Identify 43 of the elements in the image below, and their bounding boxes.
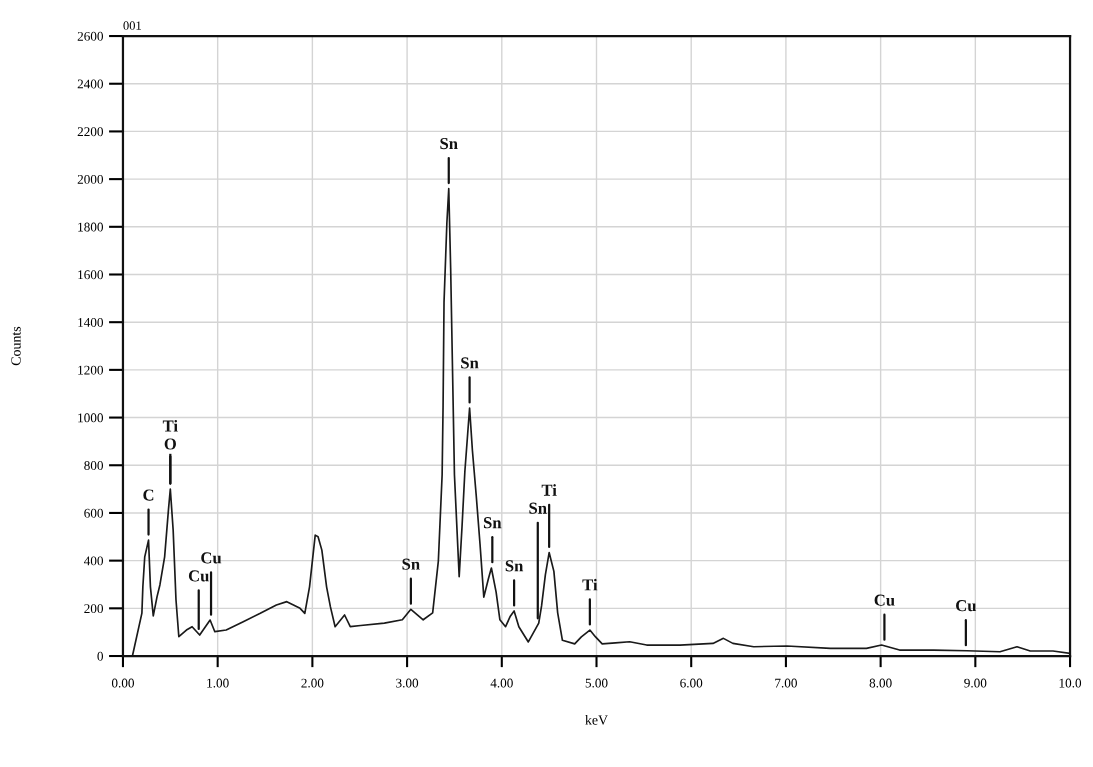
y-tick-label: 1000 (78, 413, 104, 423)
x-tick-label: 4.00 (490, 678, 513, 688)
x-tick-label: 0.00 (111, 678, 134, 688)
annotation: Sn (529, 502, 547, 514)
y-tick-label: 200 (84, 604, 104, 614)
y-tick-label: 2400 (77, 79, 104, 89)
y-tick-label: 1200 (78, 365, 104, 375)
y-tick-label: 2200 (77, 127, 104, 137)
y-tick-label: 400 (83, 556, 104, 566)
annotation: Cu (201, 552, 222, 564)
x-axis-title: keV (585, 714, 608, 725)
annotation: Sn (505, 560, 524, 572)
y-tick-label: 1400 (78, 317, 104, 327)
y-tick-label: 2600 (77, 31, 104, 41)
annotation: Sn (402, 558, 420, 570)
x-tick-label: 6.00 (680, 678, 703, 688)
y-tick-label: 800 (84, 461, 104, 470)
x-tick-label: 9.00 (964, 678, 987, 688)
annotation: Ti (541, 484, 557, 496)
x-tick-label: 2.00 (301, 678, 324, 688)
annotation: Sn (440, 137, 458, 150)
y-tick-label: 2000 (77, 174, 104, 184)
annotation: Cu (874, 594, 895, 606)
x-tick-label: 10.0 (1059, 678, 1082, 688)
x-tick-label: 8.00 (869, 678, 892, 688)
annotation: Ti (582, 578, 598, 591)
text: 001 (123, 21, 141, 30)
annotation: C (143, 489, 154, 501)
x-tick-label: 1.00 (207, 678, 229, 688)
y-axis-title: Counts (11, 326, 21, 366)
y-tick-label: 1600 (78, 270, 104, 280)
x-tick-label: 5.00 (585, 678, 608, 688)
annotation: Cu (956, 600, 977, 612)
annotation: Ti (162, 419, 178, 432)
y-tick-label: 600 (84, 508, 104, 518)
annotation: Sn (461, 357, 479, 369)
annotation: Cu (188, 570, 209, 582)
annotation: Sn (483, 517, 502, 529)
x-tick-label: 7.00 (775, 678, 797, 688)
y-tick-label: 1800 (78, 222, 104, 232)
annotation: O (164, 438, 176, 450)
x-tick-label: 3.00 (396, 678, 419, 688)
y-tick-label: 0 (97, 651, 104, 661)
